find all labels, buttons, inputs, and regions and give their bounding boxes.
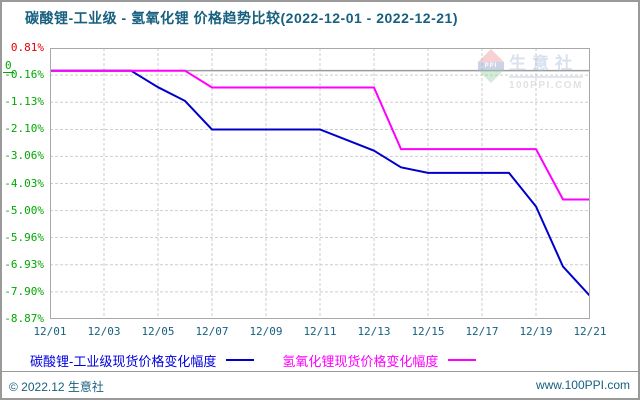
y-tick-label: -5.00% (4, 203, 44, 217)
footer-site-link[interactable]: www.100PPI.com (535, 378, 630, 392)
y-tick-label: 0.81% (10, 41, 44, 54)
legend-label-carbonate: 碳酸锂-工业级现货价格变化幅度 (30, 353, 217, 369)
footer-copyright: © 2022.12 生意社 (9, 380, 104, 394)
x-tick-label: 12/15 (411, 325, 445, 338)
series-line-carbonate (50, 69, 590, 297)
x-tick-label: 12/03 (87, 325, 121, 338)
series-line-hydroxide (50, 69, 590, 201)
plot-border (50, 48, 590, 319)
footer: © 2022.12 生意社 www.100PPI.com (2, 371, 638, 398)
chart-canvas (50, 48, 590, 319)
x-tick-label: 12/07 (195, 325, 229, 338)
x-tick-label: 12/21 (573, 325, 607, 338)
x-tick-label: 12/01 (33, 325, 67, 338)
legend-line-carbonate-icon (226, 359, 255, 361)
x-tick-label: 12/19 (519, 325, 553, 338)
zero-axis-marker: 0 (3, 59, 14, 73)
y-tick-label: -3.06% (4, 149, 44, 163)
legend: 碳酸锂-工业级现货价格变化幅度 氢氧化锂现货价格变化幅度 (30, 352, 477, 369)
x-tick-label: 12/05 (141, 325, 175, 338)
y-tick-label: -2.10% (4, 122, 44, 136)
y-tick-label: -5.96% (4, 230, 44, 244)
x-tick-label: 12/13 (357, 325, 391, 338)
x-tick-label: 12/11 (303, 325, 337, 338)
legend-label-hydroxide: 氢氧化锂现货价格变化幅度 (282, 353, 439, 369)
y-tick-label: -8.87% (4, 312, 44, 325)
chart-title: 碳酸锂-工业级 - 氢氧化锂 价格趋势比较(2022-12-01 - 2022-… (25, 10, 458, 26)
x-tick-label: 12/17 (465, 325, 499, 338)
y-tick-label: -1.13% (4, 95, 44, 109)
y-tick-label: -7.90% (4, 284, 44, 298)
y-tick-label: -0.16% (4, 68, 44, 82)
legend-line-hydroxide-icon (448, 359, 477, 361)
x-tick-label: 12/09 (249, 325, 283, 338)
y-tick-label: -6.93% (4, 257, 44, 271)
plot-area (50, 48, 590, 319)
y-tick-label: -4.03% (4, 176, 44, 190)
